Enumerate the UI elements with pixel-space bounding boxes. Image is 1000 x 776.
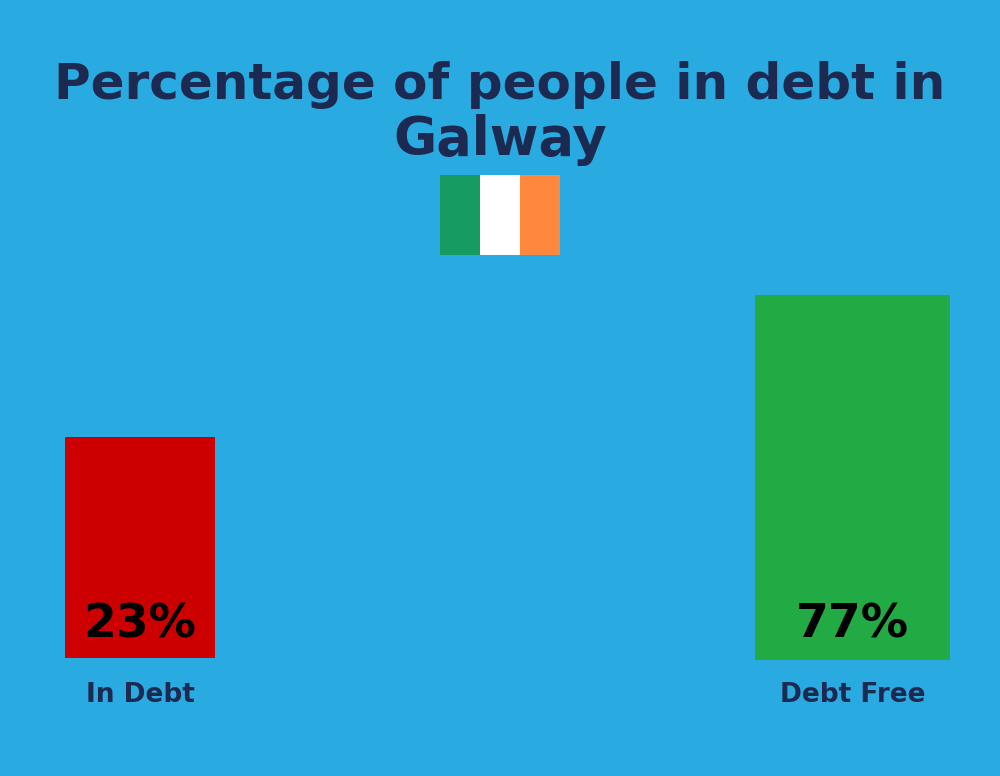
Bar	[755, 295, 950, 660]
Bar	[520, 175, 560, 255]
Text: Percentage of people in debt in: Percentage of people in debt in	[54, 61, 946, 109]
Bar	[440, 175, 480, 255]
Text: Debt Free: Debt Free	[780, 682, 925, 708]
Bar	[480, 175, 520, 255]
Text: Galway: Galway	[393, 114, 607, 166]
Bar	[65, 437, 215, 658]
Text: 77%: 77%	[796, 602, 909, 647]
Text: In Debt: In Debt	[86, 682, 194, 708]
Text: 23%: 23%	[84, 602, 196, 647]
